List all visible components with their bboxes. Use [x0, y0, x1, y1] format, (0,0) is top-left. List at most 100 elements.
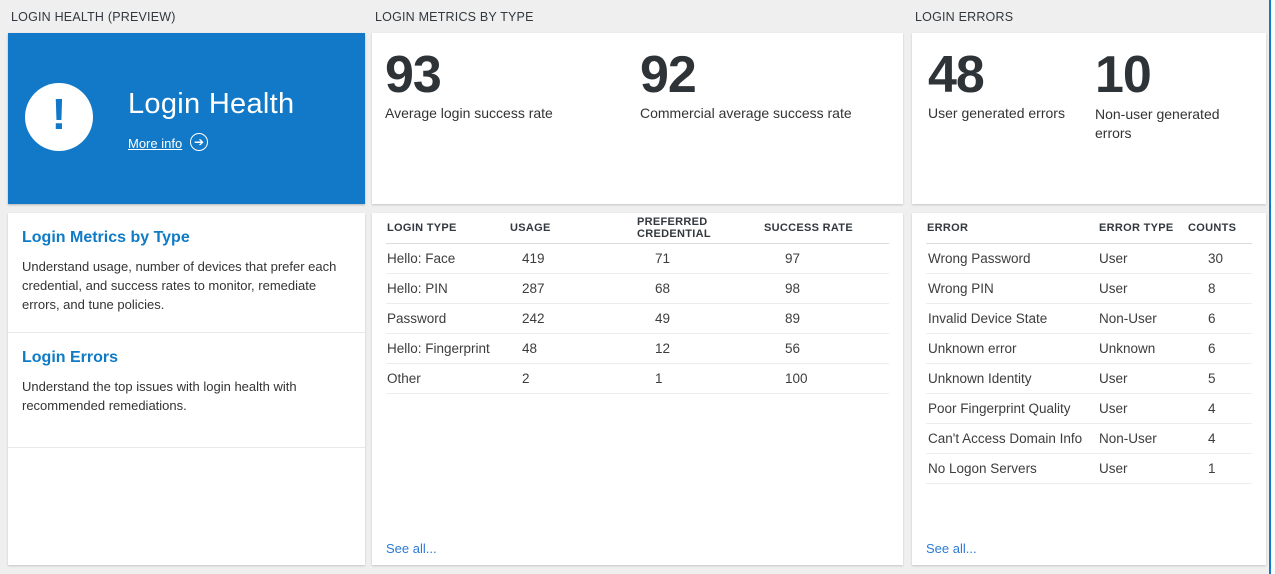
table-header-row: ERROR ERROR TYPE COUNTS	[926, 213, 1252, 244]
table-row: No Logon Servers User 1	[926, 454, 1252, 484]
table-cell: Non-User	[1099, 431, 1157, 446]
table-row: Can't Access Domain Info Non-User 4	[926, 424, 1252, 454]
stat-average-login-success-rate: 93 Average login success rate	[385, 46, 553, 122]
table-row: Unknown error Unknown 6	[926, 334, 1252, 364]
table-cell: 12	[655, 341, 671, 356]
table-cell: User	[1099, 401, 1128, 416]
stat-label: User generated errors	[928, 105, 1065, 122]
panel-login-errors: LOGIN ERRORS 48 User generated errors 10…	[912, 0, 1266, 574]
metrics-table-body: Hello: Face 419 71 97 Hello: PIN 287 68 98 Passw…	[386, 244, 889, 394]
table-cell: 419	[522, 251, 545, 266]
errors-stat-card: 48 User generated errors 10 Non-user gen…	[912, 33, 1266, 204]
table-row: Hello: PIN 287 68 98	[386, 274, 889, 304]
stat-label: Commercial average success rate	[640, 105, 852, 122]
panel-header-login-metrics: LOGIN METRICS BY TYPE	[375, 9, 534, 24]
table-cell: 89	[785, 311, 801, 326]
next-blade-sliver	[1271, 0, 1275, 574]
errors-table-card: ERROR ERROR TYPE COUNTS Wrong Password Us…	[912, 213, 1266, 565]
menu-item-description: Understand usage, number of devices that…	[22, 259, 337, 312]
table-cell: Password	[387, 311, 447, 326]
menu-item-title: Login Errors	[22, 349, 119, 366]
stat-label: Non-user generated errors	[1095, 106, 1220, 141]
table-cell: 2	[522, 371, 530, 386]
spacer	[912, 204, 1266, 213]
table-row: Wrong Password User 30	[926, 244, 1252, 274]
table-cell: User	[1099, 461, 1128, 476]
tile-title: Login Health	[128, 88, 295, 120]
table-row: Invalid Device State Non-User 6	[926, 304, 1252, 334]
stat-user-generated-errors: 48 User generated errors	[928, 46, 1065, 122]
table-cell: Unknown Identity	[928, 371, 1032, 386]
see-all-link[interactable]: See all...	[386, 541, 437, 556]
panel-header-login-health: LOGIN HEALTH (PREVIEW)	[11, 9, 176, 24]
table-cell: 1	[655, 371, 663, 386]
panel-login-metrics: LOGIN METRICS BY TYPE 93 Average login s…	[372, 0, 903, 574]
stat-value: 48	[928, 46, 985, 104]
table-row: Password 242 49 89	[386, 304, 889, 334]
table-cell: Wrong PIN	[928, 281, 994, 296]
next-blade-edge	[1269, 0, 1271, 574]
column-header-success-rate: SUCCESS RATE	[764, 222, 853, 234]
table-cell: 97	[785, 251, 801, 266]
table-cell: Poor Fingerprint Quality	[928, 401, 1071, 416]
table-cell: 68	[655, 281, 671, 296]
table-cell: Can't Access Domain Info	[928, 431, 1083, 446]
table-cell: 6	[1208, 311, 1216, 326]
table-cell: Wrong Password	[928, 251, 1031, 266]
stat-value: 92	[640, 46, 697, 104]
table-cell: 100	[785, 371, 808, 386]
table-row: Hello: Fingerprint 48 12 56	[386, 334, 889, 364]
column-header-usage: USAGE	[510, 222, 551, 234]
table-cell: User	[1099, 281, 1128, 296]
column-header-login-type: LOGIN TYPE	[387, 222, 457, 234]
stat-value: 93	[385, 46, 442, 104]
table-cell: 4	[1208, 401, 1216, 416]
exclamation-icon: !	[25, 83, 93, 151]
see-all-link[interactable]: See all...	[926, 541, 977, 556]
table-cell: 5	[1208, 371, 1216, 386]
table-cell: 98	[785, 281, 801, 296]
table-cell: 287	[522, 281, 545, 296]
spacer	[8, 204, 365, 213]
table-cell: 49	[655, 311, 671, 326]
metrics-stat-card: 93 Average login success rate 92 Commerc…	[372, 33, 903, 204]
stat-label: Average login success rate	[385, 105, 553, 122]
stat-non-user-generated-errors: 10 Non-user generated errors	[1095, 46, 1240, 143]
column-header-counts: COUNTS	[1188, 222, 1237, 234]
table-cell: Hello: PIN	[387, 281, 448, 296]
table-cell: 4	[1208, 431, 1216, 446]
table-row: Poor Fingerprint Quality User 4	[926, 394, 1252, 424]
menu-item-title: Login Metrics by Type	[22, 229, 190, 246]
table-row: Unknown Identity User 5	[926, 364, 1252, 394]
login-health-menu-card: Login Metrics by Type Understand usage, …	[8, 213, 365, 565]
table-cell: 6	[1208, 341, 1216, 356]
stat-commercial-average-success-rate: 92 Commercial average success rate	[640, 46, 852, 122]
table-row: Other 2 1 100	[386, 364, 889, 394]
panel-login-health: LOGIN HEALTH (PREVIEW) ! Login Health Mo…	[8, 0, 365, 574]
table-cell: Invalid Device State	[928, 311, 1048, 326]
table-cell: No Logon Servers	[928, 461, 1037, 476]
menu-item-login-errors[interactable]: Login Errors Understand the top issues w…	[8, 333, 365, 448]
table-cell: 30	[1208, 251, 1224, 266]
arrow-right-circle-icon[interactable]: ➔	[190, 133, 208, 151]
column-header-error: ERROR	[927, 222, 969, 234]
login-health-tile[interactable]: ! Login Health More info ➔	[8, 33, 365, 204]
table-row: Hello: Face 419 71 97	[386, 244, 889, 274]
menu-item-description: Understand the top issues with login hea…	[22, 379, 297, 413]
stat-value: 10	[1095, 46, 1152, 104]
more-info-link[interactable]: More info	[128, 136, 183, 151]
table-cell: Unknown error	[928, 341, 1017, 356]
table-cell: 56	[785, 341, 801, 356]
table-cell: 8	[1208, 281, 1216, 296]
panel-header-login-errors: LOGIN ERRORS	[915, 9, 1014, 24]
table-cell: Hello: Face	[387, 251, 456, 266]
menu-item-login-metrics-by-type[interactable]: Login Metrics by Type Understand usage, …	[8, 213, 365, 333]
table-row: Wrong PIN User 8	[926, 274, 1252, 304]
table-cell: Non-User	[1099, 311, 1157, 326]
table-cell: Unknown	[1099, 341, 1156, 356]
table-cell: 48	[522, 341, 538, 356]
table-cell: 242	[522, 311, 545, 326]
table-cell: 71	[655, 251, 671, 266]
spacer	[372, 204, 903, 213]
table-cell: Other	[387, 371, 421, 386]
